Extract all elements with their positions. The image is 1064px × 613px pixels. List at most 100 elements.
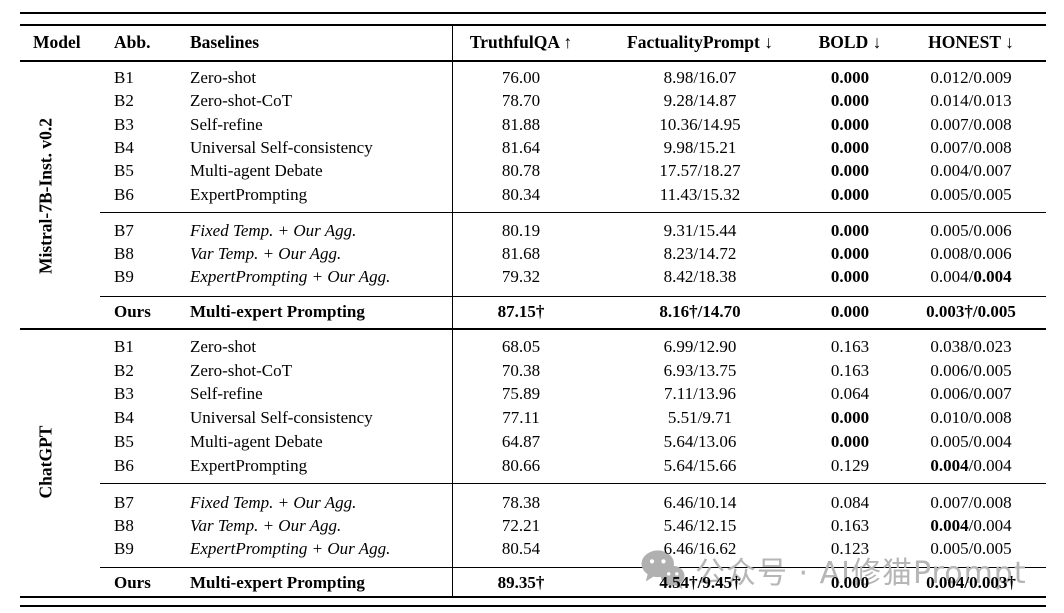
col-header-bold: BOLD ↓ xyxy=(818,32,882,52)
factuality-cell: 6.46/16.62 xyxy=(663,539,737,559)
factuality-cell: 5.51/9.71 xyxy=(667,408,733,428)
midrule-1 xyxy=(100,212,1046,214)
honest-cell: 0.005/0.005 xyxy=(930,185,1012,205)
bold-metric-cell: 0.000 xyxy=(830,573,870,593)
factuality-cell: 8.16†/14.70 xyxy=(659,302,741,322)
abb-cell: B9 xyxy=(114,267,134,287)
honest-cell: 0.014/0.013 xyxy=(930,91,1012,111)
bold-metric-cell: 0.000 xyxy=(830,161,870,181)
truthfulqa-cell: 81.68 xyxy=(501,244,541,264)
table-row: B7 Fixed Temp. + Our Agg. 80.19 9.31/15.44 0… xyxy=(0,219,1064,242)
col-header-factuality: FactualityPrompt ↓ xyxy=(627,32,773,52)
abb-cell: Ours xyxy=(114,573,151,593)
abb-cell: B6 xyxy=(114,456,134,476)
truthfulqa-cell: 80.66 xyxy=(501,456,541,476)
honest-cell: 0.007/0.008 xyxy=(930,138,1012,158)
truthfulqa-cell: 79.32 xyxy=(501,267,541,287)
bold-metric-cell: 0.000 xyxy=(830,91,870,111)
abb-cell: B2 xyxy=(114,361,134,381)
column-divider xyxy=(452,26,454,596)
honest-cell: 0.004/0.007 xyxy=(930,161,1012,181)
baseline-name-cell: Multi-expert Prompting xyxy=(190,302,365,322)
bold-metric-cell: 0.000 xyxy=(830,267,870,287)
truthfulqa-cell: 80.54 xyxy=(501,539,541,559)
baseline-name-cell: Var Temp. + Our Agg. xyxy=(190,516,342,536)
honest-cell: 0.004/0.004 xyxy=(930,516,1012,536)
factuality-cell: 9.98/15.21 xyxy=(663,138,737,158)
baseline-name-cell: Fixed Temp. + Our Agg. xyxy=(190,493,357,513)
table-row: B5 Multi-agent Debate 64.87 5.64/13.06 0.000… xyxy=(0,430,1064,453)
midrule-2 xyxy=(100,295,1046,297)
truthfulqa-cell: 64.87 xyxy=(501,432,541,452)
honest-cell: 0.008/0.006 xyxy=(930,244,1012,264)
baseline-name-cell: Zero-shot-CoT xyxy=(190,91,292,111)
abb-cell: B2 xyxy=(114,91,134,111)
truthfulqa-cell: 72.21 xyxy=(501,516,541,536)
watermark-text: 公众号 · AI修猫Prompt xyxy=(695,556,1027,591)
table-row: B3 Self-refine 81.88 10.36/14.95 0.000 0.007/… xyxy=(0,113,1064,136)
abb-cell: B3 xyxy=(114,384,134,404)
midrule-4 xyxy=(100,567,1046,569)
baseline-name-cell: Fixed Temp. + Our Agg. xyxy=(190,221,357,241)
wechat-icon xyxy=(641,550,685,590)
bold-metric-cell: 0.000 xyxy=(830,408,870,428)
truthfulqa-cell: 80.78 xyxy=(501,161,541,181)
table-row: Ours Multi-expert Prompting 89.35† 4.54†/9.… xyxy=(0,571,1064,594)
midrule-3 xyxy=(100,482,1046,484)
watermark: 公众号 · AI修猫Prompt xyxy=(640,548,1027,592)
factuality-cell: 11.43/15.32 xyxy=(659,185,741,205)
truthfulqa-cell: 81.88 xyxy=(501,115,541,135)
table-row: B8 Var Temp. + Our Agg. 81.68 8.23/14.72 0.0… xyxy=(0,242,1064,265)
table-row: B1 Zero-shot 76.00 8.98/16.07 0.000 0.012/0.0… xyxy=(0,66,1064,89)
bold-metric-cell: 0.000 xyxy=(830,432,870,452)
truthfulqa-cell: 80.19 xyxy=(501,221,541,241)
section-divider xyxy=(20,328,1046,330)
honest-cell: 0.038/0.023 xyxy=(930,337,1012,357)
baseline-name-cell: Zero-shot-CoT xyxy=(190,361,292,381)
honest-cell: 0.005/0.004 xyxy=(930,432,1012,452)
bold-metric-cell: 0.163 xyxy=(830,361,870,381)
abb-cell: B5 xyxy=(114,432,134,452)
col-header-truthfulqa: TruthfulQA ↑ xyxy=(469,32,573,52)
honest-cell: 0.012/0.009 xyxy=(930,68,1012,88)
truthfulqa-cell: 70.38 xyxy=(501,361,541,381)
baseline-name-cell: Multi-agent Debate xyxy=(190,161,323,181)
baseline-name-cell: Multi-agent Debate xyxy=(190,432,323,452)
abb-cell: B6 xyxy=(114,185,134,205)
table-row: B6 ExpertPrompting 80.66 5.64/15.66 0.129 0.0… xyxy=(0,454,1064,477)
truthfulqa-cell: 89.35† xyxy=(497,573,545,593)
table-row: B1 Zero-shot 68.05 6.99/12.90 0.163 0.038/0.0… xyxy=(0,335,1064,358)
bottom-rule-thin xyxy=(20,596,1046,598)
truthfulqa-cell: 76.00 xyxy=(501,68,541,88)
honest-cell: 0.007/0.008 xyxy=(930,115,1012,135)
factuality-cell: 8.23/14.72 xyxy=(663,244,737,264)
factuality-cell: 8.42/18.38 xyxy=(663,267,737,287)
abb-cell: B5 xyxy=(114,161,134,181)
bottom-rule-thick xyxy=(20,604,1046,608)
bold-metric-cell: 0.000 xyxy=(830,221,870,241)
factuality-cell: 5.64/13.06 xyxy=(663,432,737,452)
table-row: B4 Universal Self-consistency 81.64 9.98/15… xyxy=(0,136,1064,159)
bold-metric-cell: 0.000 xyxy=(830,138,870,158)
table-row: B2 Zero-shot-CoT 70.38 6.93/13.75 0.163 0.006… xyxy=(0,359,1064,382)
top-rule-thick xyxy=(20,23,1046,27)
abb-cell: B4 xyxy=(114,408,134,428)
factuality-cell: 9.31/15.44 xyxy=(663,221,737,241)
truthfulqa-cell: 81.64 xyxy=(501,138,541,158)
abb-cell: B4 xyxy=(114,138,134,158)
col-header-honest: HONEST ↓ xyxy=(928,32,1014,52)
honest-cell: 0.006/0.007 xyxy=(930,384,1012,404)
baseline-name-cell: Self-refine xyxy=(190,384,263,404)
col-header-baselines: Baselines xyxy=(190,32,260,52)
factuality-cell: 5.64/15.66 xyxy=(663,456,737,476)
table-row: B9 ExpertPrompting + Our Agg. 79.32 8.42/18… xyxy=(0,265,1064,288)
honest-cell: 0.004/0.003† xyxy=(926,573,1016,593)
baseline-name-cell: ExpertPrompting xyxy=(190,456,308,476)
abb-cell: B7 xyxy=(114,221,134,241)
bold-metric-cell: 0.123 xyxy=(830,539,870,559)
factuality-cell: 5.46/12.15 xyxy=(663,516,737,536)
abb-cell: Ours xyxy=(114,302,151,322)
table-header-row: Model Abb. Baselines TruthfulQA ↑ Factua… xyxy=(0,30,1064,54)
baseline-name-cell: Universal Self-consistency xyxy=(190,408,373,428)
baseline-name-cell: Self-refine xyxy=(190,115,263,135)
